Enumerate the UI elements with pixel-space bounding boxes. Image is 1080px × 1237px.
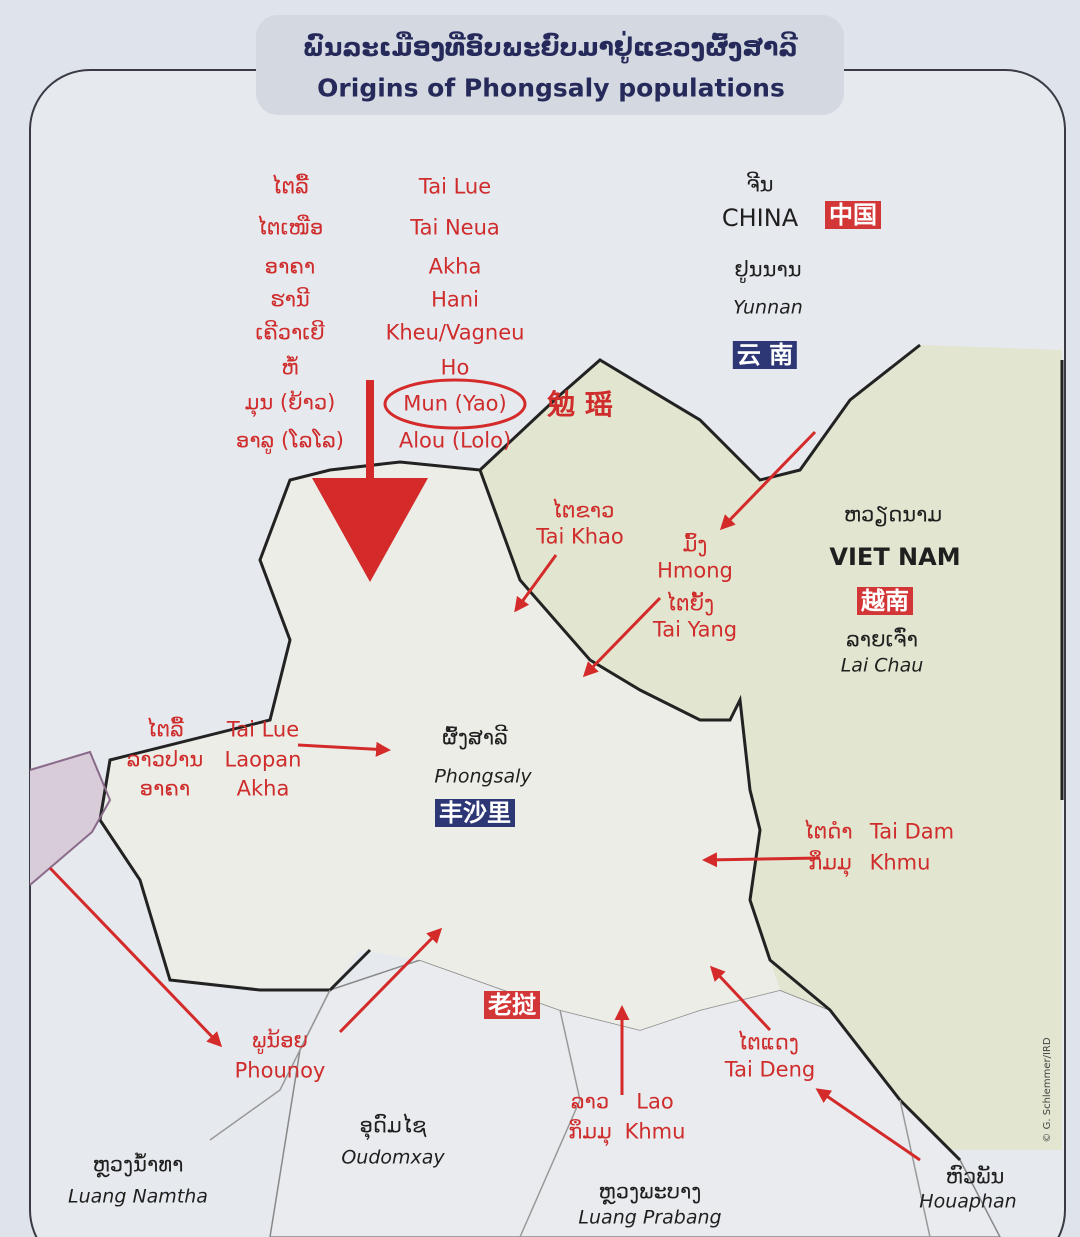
group-lao: ມົ້ງ [682,532,708,557]
group-lao: ລາວປານ [126,747,204,772]
group-lao: ໄຕດຳ [803,819,853,844]
group-en: Tai Neua [410,215,500,240]
group-lao: ໄຕລື້ [146,717,184,742]
chinese-label: 丰沙里 [435,799,515,827]
group-en: Laopan [224,747,302,772]
province-lao: ຜົ້ງສາລີ [442,725,508,750]
group-lao: ພູນ້ອຍ [252,1028,308,1053]
country: CHINA [721,204,799,232]
group-en: Tai Lue [226,717,300,742]
group-en: Akha [428,254,482,279]
region [30,752,110,885]
country: VIET NAM [829,543,961,571]
group-en: Tai Dam [869,819,955,844]
country-lao: ຫວຽດນາມ [843,502,943,527]
chinese-label: 老挝 [484,991,540,1019]
group-lao: ໄຕແດງ [737,1030,799,1055]
group-en: Kheu/Vagneu [385,320,525,345]
border [209,989,931,1237]
credit: © G. Schlemmer/IRD [1042,1037,1053,1143]
chinese-label: 云 南 [732,341,798,369]
border [29,750,112,886]
arrows [48,430,921,1162]
group-lao: ໄຕຍັ້ງ [665,591,715,616]
group-lao: ໄຕຂາວ [551,498,615,523]
group-lao: ອາຄາ [139,776,191,801]
country-lao: ຈີນ [746,172,774,197]
group-lao: ລາວ [570,1089,610,1114]
province: Phongsaly [434,765,532,788]
group-en: Hmong [657,558,733,583]
group-en: Tai Yang [652,617,738,642]
province-lao: ອຸດົມໄຊ [359,1113,427,1138]
title: Origins of Phongsaly populations [317,73,785,103]
chinese-label: 中国 [825,201,881,229]
group-lao: ມຸນ (ຍ້າວ) [244,390,336,415]
group-en: Mun (Yao) [403,391,507,416]
highlight [383,378,527,430]
group-en: Phounoy [234,1058,326,1083]
group-lao: ຫໍ້ [281,355,299,380]
group-en: Alou (Lolo) [398,428,512,453]
group-en: Khmu [869,850,931,875]
border [478,343,921,482]
group-lao: ອາຄາ [264,254,316,279]
group-lao: ຮານີ [270,287,310,312]
province: Yunnan [733,296,803,319]
chinese-label: 勉 瑶 [547,388,613,421]
border [98,460,962,1162]
province: Luang Namtha [68,1185,208,1208]
group-en: Tai Deng [724,1057,816,1082]
chinese-label: 越南 [857,587,913,615]
province-lao: ຫຼວງພະບາງ [598,1179,702,1204]
group-lao: ໄຕເໜືອ [256,215,324,240]
group-lao: ອາລູ (ໂລໂລ) [236,428,344,453]
province: Houaphan [919,1190,1017,1213]
region [480,345,1062,1150]
title-box [256,15,844,115]
group-en: Ho [440,355,470,380]
province-lao: ຢູນນານ [734,257,802,282]
arrow [312,478,428,582]
province: Oudomxay [341,1146,445,1169]
group-en: Hani [431,287,479,312]
group-en: Lao [636,1089,674,1114]
group-lao: ໄຕລື້ [271,174,309,199]
group-en: Tai Lue [418,174,492,199]
group-en: Tai Khao [536,524,624,549]
province: Luang Prabang [578,1206,722,1229]
phongsaly-region [100,462,780,1030]
group-en: Khmu [624,1119,686,1144]
group-lao: ກຶມມຸ [568,1119,612,1144]
group-lao: ເຄີວາເຍີ [255,320,325,345]
title-lao: ພົນລະເມືອງທີ່ອົບພະຍົບມາຢູ່ແຂວງຜົ້ງສາລີ [302,32,798,62]
province-lao: ຫຼວງນ້ຳທາ [92,1152,184,1177]
group-lao: ກຶມມຸ [808,850,852,875]
province: Lai Chau [840,654,924,677]
province-lao: ລາຍເຈົ່າ [846,627,918,652]
group-en: Akha [236,776,290,801]
province-lao: ຫົວພັນ [945,1164,1005,1189]
